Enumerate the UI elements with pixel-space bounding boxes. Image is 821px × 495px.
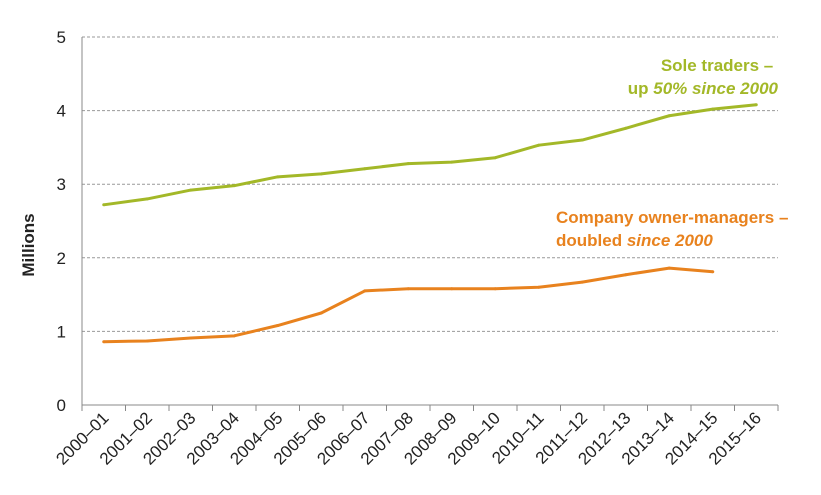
data-point-0 (406, 162, 410, 166)
data-point-0 (276, 175, 280, 179)
gridlines (82, 36, 778, 332)
data-point-1 (102, 340, 106, 344)
company-owner-managers-annotation-prefix: doubled (556, 231, 627, 250)
y-tick-label: 0 (57, 396, 66, 415)
data-point-1 (450, 287, 454, 291)
data-point-1 (189, 336, 193, 340)
company-owner-managers-annotation: Company owner-managers – doubled since 2… (556, 208, 793, 250)
data-point-0 (319, 172, 323, 176)
data-point-0 (232, 184, 236, 188)
data-point-1 (624, 273, 628, 277)
data-point-1 (145, 339, 149, 343)
data-point-0 (145, 197, 149, 201)
data-point-0 (450, 160, 454, 164)
data-point-1 (493, 287, 497, 291)
data-point-1 (406, 287, 410, 291)
data-point-1 (580, 280, 584, 284)
y-tick-label: 3 (57, 175, 66, 194)
sole-traders-annotation-line2: up 50% since 2000 (628, 79, 779, 98)
y-tick-label: 2 (57, 249, 66, 268)
data-point-0 (102, 203, 106, 207)
sole-traders-annotation: Sole traders – up 50% since 2000 (628, 56, 779, 98)
data-point-0 (711, 107, 715, 111)
series-lines (102, 103, 758, 344)
sole-traders-annotation-line1: Sole traders – (661, 56, 773, 75)
data-point-1 (319, 311, 323, 315)
data-point-0 (667, 114, 671, 118)
y-tick-label: 4 (57, 102, 66, 121)
data-point-0 (363, 167, 367, 171)
company-owner-managers-annotation-line2: doubled since 2000 (556, 231, 713, 250)
data-point-1 (276, 324, 280, 328)
data-point-1 (667, 266, 671, 270)
data-point-1 (232, 334, 236, 338)
data-point-1 (537, 285, 541, 289)
data-point-0 (580, 138, 584, 142)
y-tick-label: 5 (57, 28, 66, 47)
data-point-0 (754, 103, 758, 107)
sole-traders-annotation-prefix: up (628, 79, 654, 98)
data-point-0 (493, 156, 497, 160)
data-point-1 (711, 270, 715, 274)
series-line-1 (103, 266, 713, 344)
company-owner-managers-annotation-line1: Company owner-managers – (556, 208, 788, 227)
y-axis-label: Millions (19, 213, 38, 276)
sole-traders-annotation-italic: 50% since 2000 (653, 79, 778, 98)
data-point-0 (189, 188, 193, 192)
data-point-0 (537, 143, 541, 147)
company-owner-managers-annotation-italic: since 2000 (627, 231, 714, 250)
data-point-1 (363, 289, 367, 293)
series-line-0 (103, 103, 757, 207)
data-point-0 (624, 126, 628, 130)
y-tick-label: 1 (57, 322, 66, 341)
